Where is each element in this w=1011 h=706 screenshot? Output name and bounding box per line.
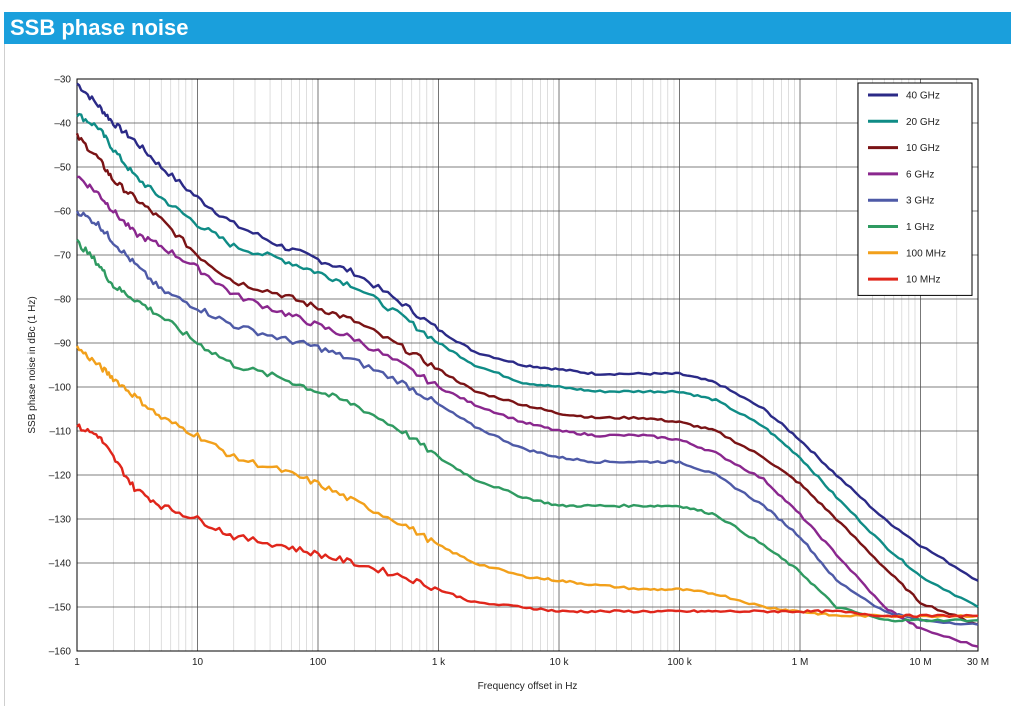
y-tick-label: –40 bbox=[54, 119, 71, 130]
legend-label: 40 GHz bbox=[906, 91, 940, 102]
y-axis-ticks: –30 –40 –50 –60 –70 –80 –90 –100 –110 –120 –130 –14… bbox=[49, 75, 72, 658]
plot-frame bbox=[76, 78, 979, 652]
x-axis-label: Frequency offset in Hz bbox=[478, 681, 578, 692]
series-line bbox=[76, 82, 979, 582]
legend-box bbox=[857, 82, 973, 296]
y-axis-label: SSB phase noise in dBc (1 Hz) bbox=[27, 296, 38, 433]
x-tick-label: 10 bbox=[192, 657, 204, 668]
legend: 40 GHz 20 GHz 10 GHz 6 GHz 3 GHz 1 GHz 100 MHz… bbox=[857, 82, 973, 296]
series-line bbox=[76, 112, 979, 609]
y-tick-label: –30 bbox=[54, 75, 71, 86]
y-tick-label: –160 bbox=[49, 647, 72, 658]
series-line bbox=[75, 210, 979, 626]
y-tick-label: –90 bbox=[54, 339, 71, 350]
legend-label: 3 GHz bbox=[906, 196, 934, 207]
y-tick-label: –140 bbox=[49, 559, 72, 570]
y-tick-label: –100 bbox=[49, 383, 72, 394]
legend-label: 100 MHz bbox=[906, 248, 946, 259]
x-tick-label: 30 M bbox=[967, 657, 989, 668]
legend-label: 10 GHz bbox=[906, 143, 940, 154]
y-tick-label: –110 bbox=[49, 427, 71, 438]
legend-label: 1 GHz bbox=[906, 222, 934, 233]
y-tick-label: –50 bbox=[54, 163, 71, 174]
y-tick-label: –60 bbox=[54, 207, 71, 218]
grid-minor bbox=[112, 79, 958, 651]
legend-label: 6 GHz bbox=[906, 169, 934, 180]
y-tick-label: –80 bbox=[54, 295, 71, 306]
page-header: SSB phase noise bbox=[4, 12, 1011, 44]
page-title: SSB phase noise bbox=[10, 15, 189, 40]
y-tick-label: –70 bbox=[54, 251, 71, 262]
x-axis-ticks: 1 10 100 1 k 10 k 100 k 1 M 10 M 30 M bbox=[74, 657, 989, 668]
x-tick-label: 10 k bbox=[550, 657, 570, 668]
x-tick-label: 1 k bbox=[432, 657, 446, 668]
legend-label: 10 MHz bbox=[906, 275, 940, 286]
x-tick-label: 100 bbox=[310, 657, 327, 668]
y-tick-label: –120 bbox=[49, 471, 72, 482]
x-tick-label: 1 M bbox=[792, 657, 809, 668]
series-line bbox=[76, 423, 979, 619]
series-line bbox=[75, 133, 979, 626]
series-line bbox=[76, 175, 979, 648]
y-tick-label: –130 bbox=[49, 515, 72, 526]
series-line bbox=[76, 238, 979, 623]
x-tick-label: 100 k bbox=[667, 657, 692, 668]
series-layer bbox=[75, 82, 979, 648]
x-tick-label: 1 bbox=[74, 657, 80, 668]
x-tick-label: 10 M bbox=[909, 657, 931, 668]
y-tick-label: –150 bbox=[49, 603, 72, 614]
frame-left-border bbox=[4, 44, 5, 706]
legend-label: 20 GHz bbox=[906, 117, 940, 128]
